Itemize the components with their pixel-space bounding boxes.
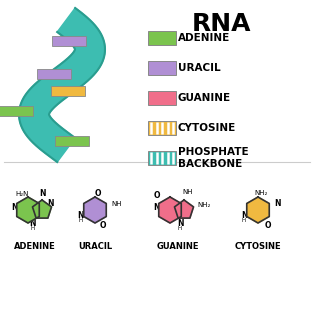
Bar xyxy=(51,86,84,96)
Text: RNA: RNA xyxy=(192,12,252,36)
Text: GUANINE: GUANINE xyxy=(178,93,231,103)
Text: H₂N: H₂N xyxy=(15,191,28,197)
Bar xyxy=(55,136,89,146)
Polygon shape xyxy=(17,197,39,223)
Text: H: H xyxy=(79,219,83,223)
Polygon shape xyxy=(159,197,181,223)
Text: H: H xyxy=(31,227,35,231)
Text: N: N xyxy=(274,199,280,209)
Text: N: N xyxy=(39,189,45,198)
Text: N: N xyxy=(47,199,53,209)
Bar xyxy=(148,31,176,45)
Polygon shape xyxy=(32,200,51,218)
Text: NH: NH xyxy=(183,189,193,195)
Text: ADENINE: ADENINE xyxy=(178,33,230,43)
Bar xyxy=(0,106,33,116)
Text: O: O xyxy=(154,191,160,201)
Text: CYTOSINE: CYTOSINE xyxy=(178,123,236,133)
Text: N: N xyxy=(241,211,247,220)
Text: URACIL: URACIL xyxy=(178,63,221,73)
Text: NH: NH xyxy=(111,201,122,207)
Bar xyxy=(37,69,71,79)
Text: ADENINE: ADENINE xyxy=(14,242,56,251)
Polygon shape xyxy=(19,8,105,162)
Bar xyxy=(148,61,176,75)
Text: URACIL: URACIL xyxy=(78,242,112,251)
Text: NH₂: NH₂ xyxy=(197,202,210,208)
Polygon shape xyxy=(84,197,106,223)
Text: O: O xyxy=(100,221,106,230)
Text: N: N xyxy=(177,220,183,228)
Text: PHOSPHATE
BACKBONE: PHOSPHATE BACKBONE xyxy=(178,147,249,169)
Bar xyxy=(148,121,176,135)
Text: CYTOSINE: CYTOSINE xyxy=(235,242,281,251)
Text: O: O xyxy=(265,221,271,230)
Text: O: O xyxy=(95,188,101,197)
Text: H: H xyxy=(242,219,246,223)
Polygon shape xyxy=(175,200,193,218)
Text: H: H xyxy=(178,227,182,231)
Text: NH₂: NH₂ xyxy=(254,190,268,196)
Text: GUANINE: GUANINE xyxy=(157,242,199,251)
Bar xyxy=(52,36,86,45)
Text: N: N xyxy=(11,203,17,212)
Text: N: N xyxy=(154,204,160,212)
Bar xyxy=(148,151,176,165)
Polygon shape xyxy=(247,197,269,223)
Text: N: N xyxy=(30,220,36,228)
Text: N: N xyxy=(78,211,84,220)
Bar xyxy=(148,91,176,105)
